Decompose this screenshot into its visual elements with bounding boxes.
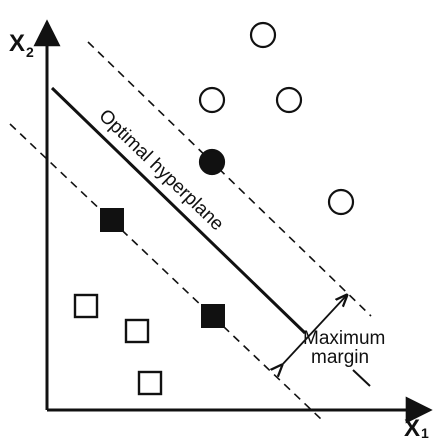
class-b-support-vector (201, 304, 225, 328)
class-a-point (249, 21, 277, 49)
class-a-point (275, 86, 303, 114)
margin-label-tick (352, 369, 371, 387)
lower-margin-dashed-line (9, 123, 323, 421)
optimal-hyperplane-line (50, 86, 307, 335)
class-b-point (137, 370, 163, 396)
y-axis-label: X 2 (9, 30, 34, 60)
maximum-margin-label-line1: Maximum (303, 328, 385, 349)
x-axis-label-text: X (404, 415, 420, 439)
class-b-point (124, 318, 150, 344)
maximum-margin-label-line2: margin (311, 347, 369, 368)
upper-margin-dashed-line (87, 41, 372, 317)
y-axis-label-text: X (9, 30, 25, 57)
class-a-point (198, 86, 226, 114)
y-axis-label-subscript: 2 (26, 44, 34, 60)
x-axis-label: X 1 (404, 415, 429, 439)
maximum-margin-arrow (281, 296, 346, 366)
class-a-point (327, 188, 355, 216)
x-axis-label-subscript: 1 (421, 425, 429, 439)
class-b-support-vector (100, 208, 124, 232)
class-b-point (73, 293, 99, 319)
class-a-support-vector (198, 148, 226, 176)
